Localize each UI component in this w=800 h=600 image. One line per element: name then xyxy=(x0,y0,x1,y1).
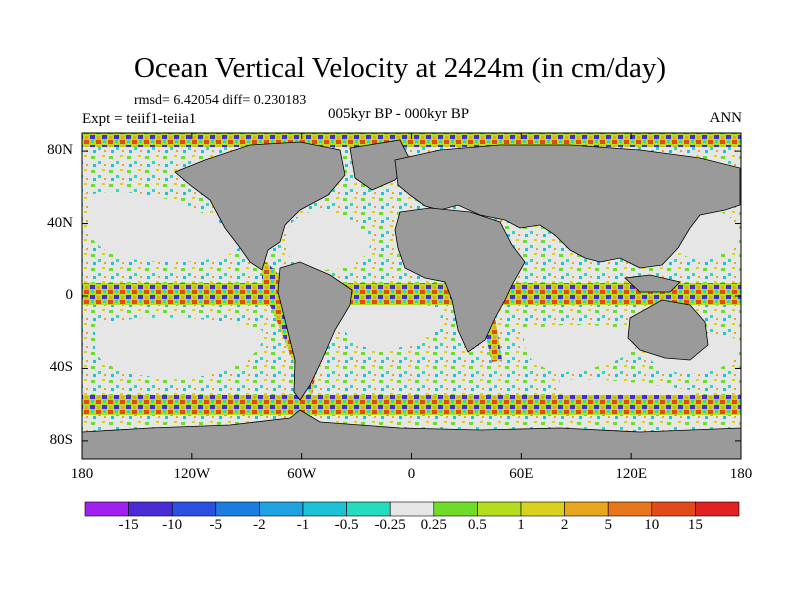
colorbar-swatch xyxy=(564,501,609,517)
x-tick-label: 60W xyxy=(287,466,317,482)
map-panel xyxy=(82,133,741,459)
y-tick-label: 0 xyxy=(65,287,74,303)
colorbar-label: -5 xyxy=(209,517,223,533)
colorbar-swatch xyxy=(651,501,696,517)
colorbar-swatch xyxy=(259,501,304,517)
chart-title: Ocean Vertical Velocity at 2424m (in cm/… xyxy=(133,52,667,84)
colorbar-swatch xyxy=(346,501,391,517)
landmass-greenland xyxy=(349,139,411,191)
y-tick-label: 40N xyxy=(47,214,73,231)
colorbar-label: 5 xyxy=(604,517,612,533)
colorbar-label: 0.5 xyxy=(468,517,487,533)
colorbar-swatch xyxy=(84,501,129,517)
y-tick-label: 80S xyxy=(49,431,73,448)
x-tick-label: 180 xyxy=(729,466,753,482)
axis-ticks xyxy=(81,133,742,459)
colorbar-label: -10 xyxy=(162,517,183,533)
land-masses xyxy=(82,139,741,459)
active-bands xyxy=(82,133,741,415)
colorbar-swatch xyxy=(302,501,347,517)
colorbar-label: 1 xyxy=(517,517,525,533)
colorbar-label: -0.5 xyxy=(334,517,359,533)
colorbar-swatch xyxy=(477,501,522,517)
experiment-label: Expt = teiif1-teiia1 xyxy=(82,111,197,127)
landmass-indonesia xyxy=(624,274,681,293)
landmass-eurasia xyxy=(394,144,741,269)
colorbar-swatch xyxy=(433,501,478,517)
landmass-north-america xyxy=(174,141,346,271)
y-tick-label: 40S xyxy=(49,359,73,376)
x-tick-label: 180 xyxy=(70,466,94,482)
colorbar-swatch xyxy=(215,501,260,517)
colorbar-label: 15 xyxy=(687,517,703,533)
colorbar-swatch xyxy=(520,501,565,517)
colorbar-swatch xyxy=(607,501,653,517)
colorbar-label: 0.25 xyxy=(420,517,447,533)
colorbar-swatch xyxy=(128,501,173,517)
colorbar xyxy=(84,501,740,517)
colorbar-label: -0.25 xyxy=(374,517,406,533)
season-label: ANN xyxy=(709,110,743,126)
stats-label: rmsd= 6.42054 diff= 0.230183 xyxy=(134,93,307,108)
colorbar-label: -1 xyxy=(296,517,310,533)
landmass-antarctica xyxy=(82,409,741,459)
x-tick-label: 60E xyxy=(509,466,534,482)
x-tick-label: 0 xyxy=(407,466,416,482)
colorbar-label: 2 xyxy=(560,517,569,533)
x-tick-label: 120W xyxy=(173,466,211,482)
y-tick-label: 80N xyxy=(47,142,73,159)
period-label: 005kyr BP - 000kyr BP xyxy=(328,106,470,122)
landmass-africa xyxy=(394,207,526,353)
colorbar-swatch xyxy=(171,501,217,517)
colorbar-label: -15 xyxy=(118,517,139,533)
colorbar-swatch xyxy=(389,501,435,517)
x-tick-label: 120E xyxy=(615,466,647,482)
colorbar-swatch xyxy=(695,501,740,517)
colorbar-label: -2 xyxy=(253,517,266,533)
landmass-south-america xyxy=(277,261,353,401)
colorbar-label: 10 xyxy=(644,517,660,533)
landmass-australia xyxy=(627,299,709,361)
